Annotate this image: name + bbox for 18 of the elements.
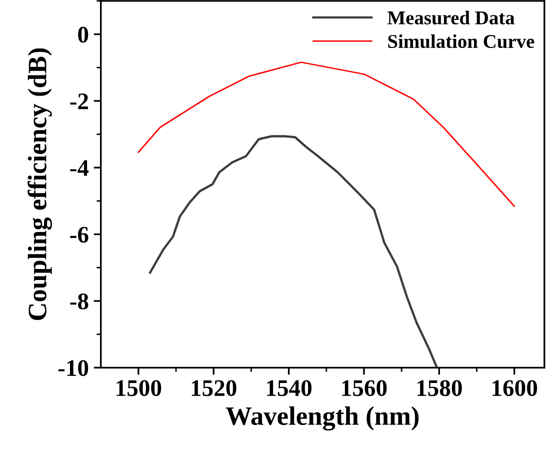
y-axis-title: Coupling efficiency (dB) (28, 48, 52, 320)
line-series (148, 135, 438, 368)
x-tick-label: 1540 (267, 380, 312, 396)
y-tick-label: -6 (70, 226, 88, 243)
x-tick-label: 1520 (192, 380, 236, 396)
x-tick-label: 1580 (417, 380, 462, 396)
line-series (138, 62, 516, 207)
y-tick-label: -10 (58, 360, 88, 376)
y-tick-label: -8 (70, 293, 88, 310)
x-tick-label: 1560 (342, 380, 387, 396)
x-tick-label: 1600 (492, 380, 538, 396)
y-tick-label: -4 (70, 160, 89, 176)
x-axis-title: Wavelength (nm) (226, 406, 419, 431)
legend-label: Measured Data (388, 10, 515, 24)
y-tick-label: -2 (70, 93, 88, 110)
x-tick-label: 1500 (116, 380, 162, 396)
legend-label: Simulation Curve (388, 34, 534, 48)
y-tick-label: 0 (78, 26, 88, 43)
